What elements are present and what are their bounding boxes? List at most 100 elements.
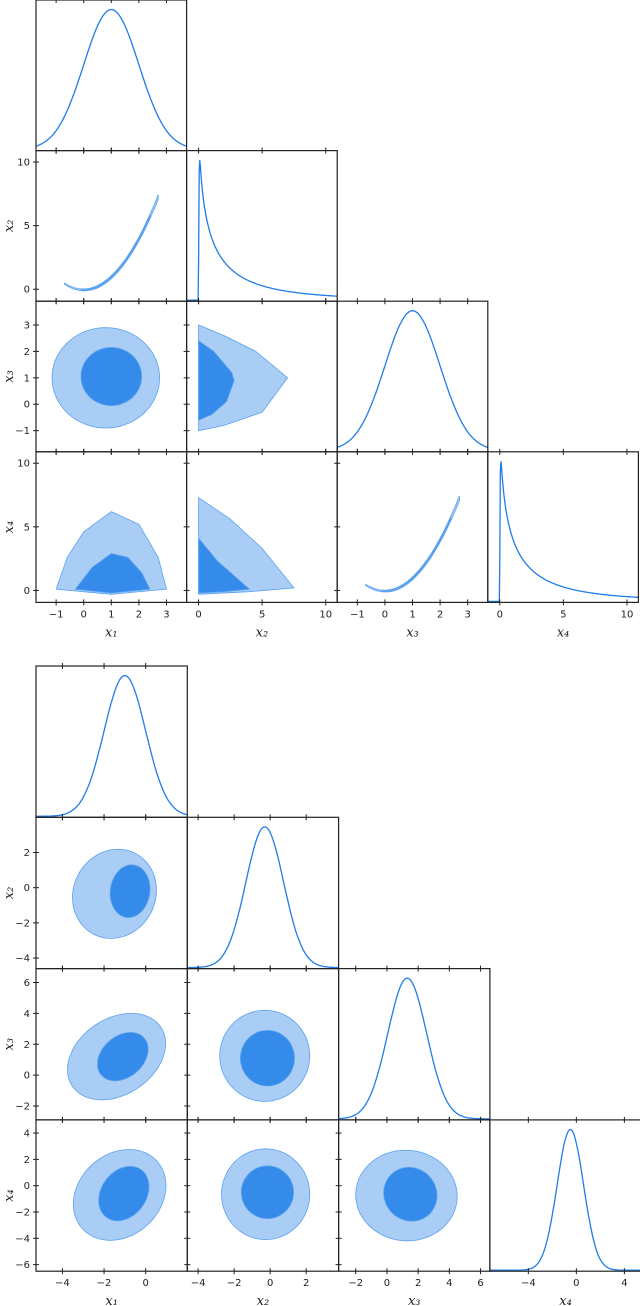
y-tick-label: 1 [24, 373, 30, 384]
x-tick-label: −1 [49, 609, 64, 620]
x-tick-label: 2 [136, 609, 142, 620]
panel-x₃-x₄ [334, 448, 489, 606]
x-axis-label: x₁ [105, 625, 118, 640]
x-tick-label: −4 [55, 1278, 70, 1289]
panel-x₁-x₂ [33, 147, 188, 305]
y-tick-label: −1 [15, 426, 30, 437]
x-tick-label: 1 [108, 609, 114, 620]
panel-x₁-x₃ [33, 298, 188, 455]
x-tick-label: 6 [477, 1278, 483, 1289]
x-tick-label: 0 [573, 1278, 579, 1289]
x-tick-label: 0 [497, 609, 503, 620]
x-tick-label: −2 [97, 1278, 112, 1289]
x-tick-label: 0 [382, 609, 388, 620]
marginal-density-curve [338, 977, 490, 1120]
panel-frame [186, 816, 340, 970]
y-tick-label: 0 [24, 400, 30, 411]
marginal-density-curve [186, 160, 338, 301]
x-tick-label: 2 [415, 1278, 421, 1289]
contour-68 [109, 864, 151, 918]
x-tick-label: 2 [303, 1278, 309, 1289]
panel-frame [338, 967, 491, 1121]
x-tick-label: 10 [621, 609, 634, 620]
x-tick-label: 3 [464, 609, 470, 620]
contour-68 [239, 1029, 295, 1087]
x-axis-label: x₃ [406, 625, 419, 640]
x-tick-label: 0 [142, 1278, 148, 1289]
marginal-density-curve [36, 8, 187, 147]
x-tick-label: 0 [384, 1278, 390, 1289]
y-tick-label: 2 [24, 1155, 30, 1166]
contour-68 [240, 1165, 295, 1220]
x-tick-label: −1 [350, 609, 365, 620]
contour-68 [98, 1166, 150, 1222]
y-tick-label: −2 [15, 918, 30, 929]
panel-x₁-x₂ [33, 814, 188, 972]
y-tick-label: 4 [24, 1129, 30, 1140]
contour-95 [365, 495, 460, 593]
y-tick-label: 0 [24, 883, 30, 894]
y-tick-label: 5 [24, 522, 30, 533]
y-tick-label: 0 [24, 285, 30, 296]
x-axis-label: x₄ [559, 1294, 572, 1306]
panel-frame [487, 451, 639, 603]
x-tick-label: 5 [259, 609, 265, 620]
y-tick-label: 0 [24, 1181, 30, 1192]
x-tick-label: −4 [521, 1278, 536, 1289]
y-axis-label: x₂ [2, 887, 17, 900]
x-axis-label: x₄ [557, 625, 570, 640]
contour-68 [80, 346, 143, 407]
x-axis-label: x₂ [257, 1294, 270, 1306]
marginal-density-curve [36, 674, 188, 817]
panel-x₃-x₄ [335, 1116, 491, 1275]
x-tick-label: 1 [409, 609, 415, 620]
contour-68 [383, 1167, 438, 1222]
panel-x₁-x₄ [33, 448, 188, 606]
corner-plot-1: 0 5 10 x₂ −1 0 1 2 3 x₃ 0 5 10 −1 0 1 2 3 x₁ x₄ 0 5 10 x₂ −1 0 1 2 3… [2, 0, 639, 640]
x-tick-label: −4 [191, 1278, 206, 1289]
panel-frame [489, 1119, 640, 1272]
x-tick-label: 0 [267, 1278, 273, 1289]
x-tick-label: 2 [437, 609, 443, 620]
y-tick-label: −2 [15, 1207, 30, 1218]
panel-x₂-x₃ [184, 965, 340, 1123]
marginal-panel-x₂ [186, 814, 340, 972]
y-tick-label: 5 [24, 221, 30, 232]
panel-x₂-x₄ [184, 1116, 340, 1275]
y-axis-label: x₄ [2, 521, 17, 534]
y-tick-label: 10 [17, 459, 30, 470]
corner-plot-2: −4 −2 0 2 x₂ −2 0 2 4 6 x₃ −6 −4 −2 0 2 4 −4 −2 0 x₁ x₄ −4 −2 0 2… [2, 663, 640, 1306]
y-tick-label: 4 [24, 1009, 30, 1020]
y-axis-label: x₄ [2, 1189, 17, 1202]
contour-68 [381, 516, 452, 592]
x-tick-label: 3 [163, 609, 169, 620]
y-tick-label: 2 [24, 1040, 30, 1051]
contour-95 [64, 194, 159, 292]
x-tick-label: 4 [621, 1278, 627, 1289]
y-axis-label: x₃ [2, 1038, 17, 1051]
contour-68 [198, 537, 251, 594]
contour-68 [97, 1031, 149, 1082]
x-tick-label: 0 [81, 609, 87, 620]
contour-68 [74, 553, 151, 594]
y-tick-label: 0 [24, 1071, 30, 1082]
y-tick-label: −4 [15, 1234, 30, 1245]
y-tick-label: 3 [24, 320, 30, 331]
x-axis-label: x₂ [256, 625, 269, 640]
marginal-panel-x₂ [186, 147, 338, 305]
y-axis-label: x₂ [2, 220, 17, 233]
x-tick-label: 10 [319, 609, 332, 620]
x-tick-label: 4 [446, 1278, 452, 1289]
y-tick-label: 0 [24, 586, 30, 597]
panel-x₁-x₃ [33, 965, 188, 1123]
marginal-panel-x₄ [487, 448, 639, 606]
x-tick-label: −2 [227, 1278, 242, 1289]
marginal-panel-x₄ [489, 1116, 640, 1275]
x-tick-label: 5 [560, 609, 566, 620]
marginal-density-curve [487, 461, 639, 603]
x-tick-label: −2 [348, 1278, 363, 1289]
contour-68 [80, 215, 151, 291]
x-tick-label: 0 [195, 609, 201, 620]
marginal-panel-x₁ [35, 0, 188, 154]
